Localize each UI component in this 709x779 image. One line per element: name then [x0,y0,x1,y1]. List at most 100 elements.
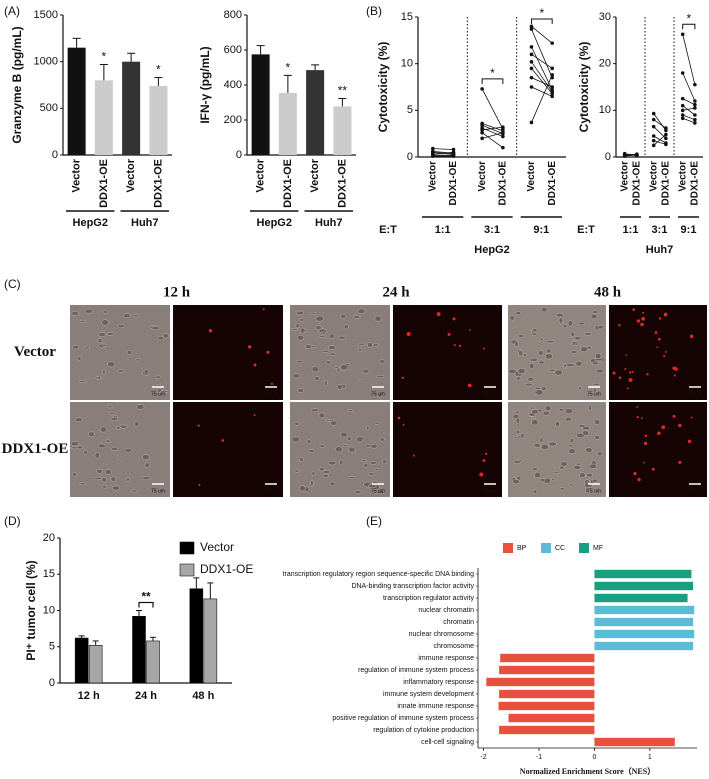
cell [367,342,373,348]
data-point [680,116,685,121]
significance: * [156,63,161,77]
data-point [480,128,484,132]
data-point [550,91,554,96]
legend-swatch [503,543,513,553]
cell [586,473,593,478]
y-tick-label: 15 [43,568,55,580]
x-tick-label: DDX1-OE [282,159,294,208]
bar [594,593,688,603]
pair-line [531,68,553,94]
y-tick-label: 20 [43,532,55,544]
cell [517,368,526,374]
x-tick-label: Vector [619,161,630,192]
red-spot [625,354,628,357]
bar [189,588,204,684]
pair-line [682,107,695,111]
cell [144,462,150,468]
red-spot [397,416,401,420]
data-point [680,32,685,37]
cell [534,471,541,478]
cell [512,413,520,419]
data-point [501,130,505,135]
pair-line [531,61,553,92]
cell [160,390,169,393]
y-tick-label: chromosome [434,643,475,650]
data-point [501,125,505,129]
cell [328,460,337,466]
data-point [480,136,484,141]
red-spot [657,431,661,436]
red-spot [467,383,472,388]
y-tick-label: 1500 [34,9,58,21]
cell [314,376,320,381]
x-tick-label: -1 [536,754,542,761]
data-point [664,136,668,141]
cell [300,327,306,334]
cell [84,308,93,314]
red-spot [624,368,627,370]
red-spot [626,387,629,390]
x-tick-label: Vector [71,158,83,192]
cell [123,313,131,318]
cell [142,476,151,481]
cell [535,389,544,396]
x-tick-label: DDX1-OE [547,161,558,206]
x-tick-label: Vector [309,158,321,192]
y-tick-label: 5 [49,641,55,653]
data-point [693,102,697,107]
cell [125,477,131,482]
y-tick-label: 600 [224,44,242,56]
cell [348,446,356,453]
red-spot [221,439,225,442]
x-tick-label: 48 h [192,690,214,702]
cell [562,324,568,328]
significance: * [102,50,107,64]
cell [378,359,386,364]
scale-bar-label: 75 um [264,488,278,494]
cell [96,468,103,474]
cell [509,315,515,321]
pair-line [653,140,666,145]
fluorescence-image [173,305,283,400]
pair-line [682,72,696,102]
data-point [680,71,685,75]
cell [117,369,125,373]
x-tick-label: Vector [526,161,537,192]
cell [527,377,535,382]
cell [102,343,107,347]
panel-label: (E) [366,514,382,528]
cell [559,465,565,470]
cell [571,341,578,345]
cell [594,358,603,362]
cell [296,335,305,341]
x-tick-label: DDX1-OE [690,161,701,206]
y-tick-label: 10 [401,58,413,70]
cell [591,361,600,366]
cell [329,481,336,487]
red-spot [253,363,257,367]
cell [512,479,520,485]
red-spot [612,371,616,375]
cell [347,436,352,442]
data-point [651,134,656,138]
cell [93,476,102,481]
y-tick-label: immune system development [383,691,474,698]
cell [323,380,328,387]
y-tick-label: 0 [49,677,55,689]
cell [106,405,113,409]
cell [356,436,364,443]
red-spot [479,472,484,477]
cell [357,342,366,346]
cell [531,409,539,415]
data-point [651,117,656,122]
red-spot [482,459,486,462]
red-spot [618,376,622,379]
panel-label: (A) [4,4,20,18]
red-spot [672,414,676,418]
data-point [635,152,639,157]
x-axis-label: E:T [379,224,397,236]
cell [539,337,544,341]
y-tick-label: regulation of immune system process [358,667,474,674]
data-point [693,99,697,103]
cell [555,421,560,428]
